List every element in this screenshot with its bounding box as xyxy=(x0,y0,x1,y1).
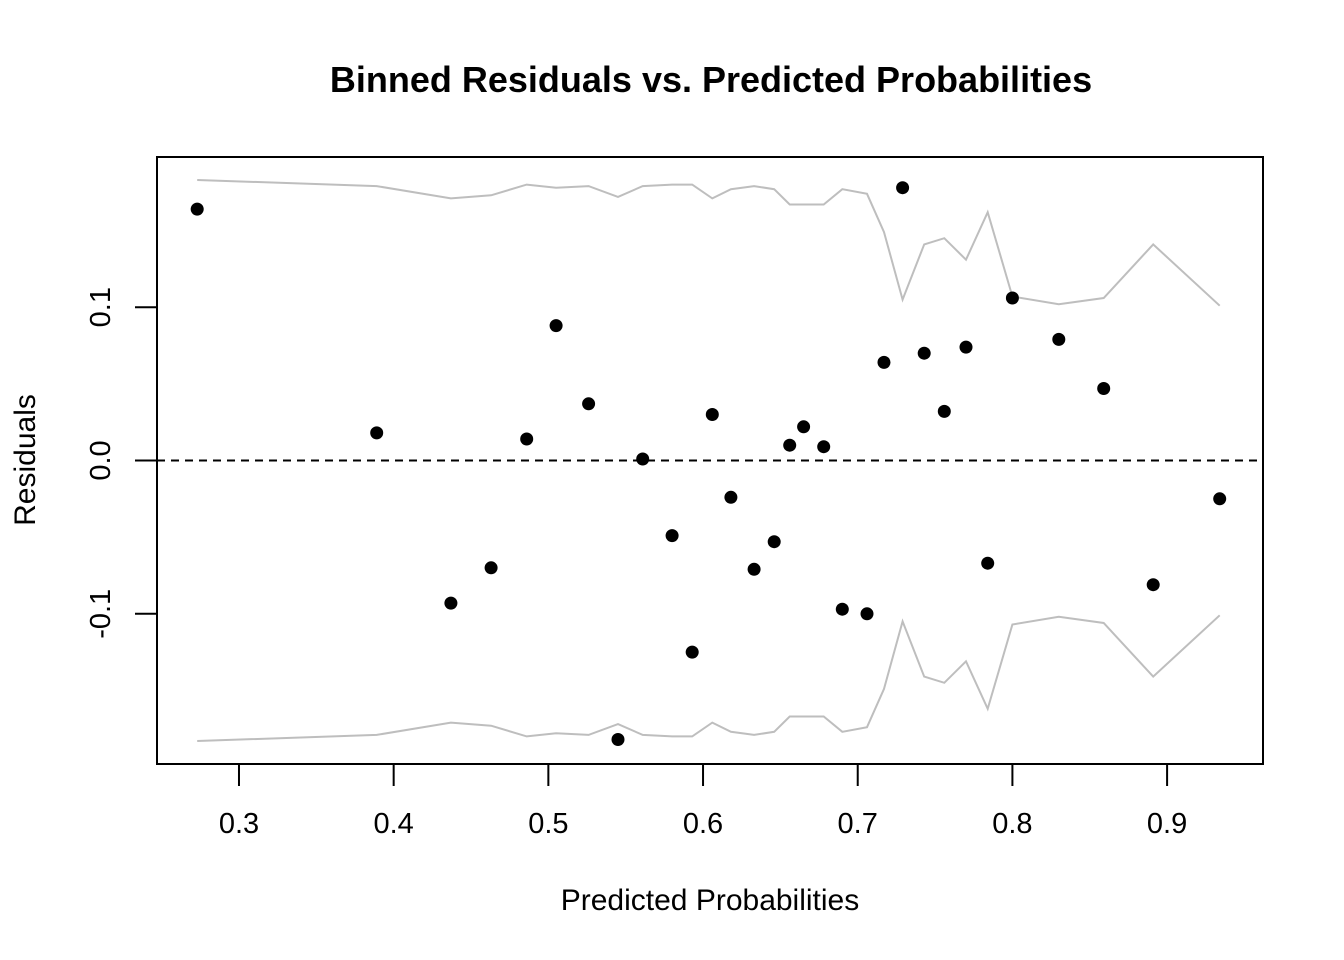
data-point-13 xyxy=(724,490,738,504)
data-point-9 xyxy=(636,452,650,466)
x-tick-label: 0.8 xyxy=(992,808,1032,840)
x-tick-label: 0.9 xyxy=(1147,808,1187,840)
data-point-25 xyxy=(959,340,973,354)
x-tick-label: 0.6 xyxy=(683,808,723,840)
data-point-16 xyxy=(783,438,797,452)
y-tick-label: 0.1 xyxy=(85,287,117,327)
x-tick-label: 0.3 xyxy=(219,808,259,840)
data-point-28 xyxy=(1052,332,1066,346)
data-point-29 xyxy=(1097,382,1111,395)
data-point-20 xyxy=(860,607,874,621)
y-tick-label: -0.1 xyxy=(85,589,117,639)
data-point-24 xyxy=(937,404,951,418)
data-point-18 xyxy=(817,440,831,454)
data-point-22 xyxy=(896,181,910,195)
data-point-10 xyxy=(665,529,679,543)
error-band xyxy=(197,179,1221,742)
data-point-26 xyxy=(981,556,995,570)
y-tick-label: 0.0 xyxy=(85,440,117,480)
data-point-17 xyxy=(797,420,811,434)
y-axis: -0.1 0.0 0.1 xyxy=(85,287,158,639)
data-point-30 xyxy=(1146,578,1160,592)
data-point-19 xyxy=(835,602,849,616)
data-point-6 xyxy=(549,319,563,333)
data-point-15 xyxy=(767,535,781,549)
upper-band-line xyxy=(197,179,1221,307)
data-point-23 xyxy=(917,346,931,360)
data-point-3 xyxy=(444,596,458,610)
data-point-27 xyxy=(1005,291,1019,305)
chart-title: Binned Residuals vs. Predicted Probabili… xyxy=(330,59,1092,100)
lower-band-line xyxy=(197,614,1221,742)
y-axis-label: Residuals xyxy=(9,394,42,526)
data-point-12 xyxy=(705,408,719,421)
data-point-4 xyxy=(484,561,498,575)
data-point-14 xyxy=(747,562,761,576)
data-point-2 xyxy=(370,426,384,440)
x-axis-label: Predicted Probabilities xyxy=(561,884,860,917)
data-points xyxy=(190,181,1227,746)
x-axis: 0.3 0.4 0.5 0.6 0.7 0.8 0.9 xyxy=(219,763,1187,840)
data-point-5 xyxy=(520,432,534,446)
data-point-7 xyxy=(582,397,596,411)
data-point-11 xyxy=(685,645,699,659)
x-tick-label: 0.4 xyxy=(374,808,414,840)
data-point-1 xyxy=(190,202,204,216)
x-tick-label: 0.5 xyxy=(528,808,568,840)
data-point-8 xyxy=(611,733,625,746)
data-point-31 xyxy=(1213,492,1227,506)
data-point-21 xyxy=(877,355,891,369)
x-tick-label: 0.7 xyxy=(838,808,878,840)
